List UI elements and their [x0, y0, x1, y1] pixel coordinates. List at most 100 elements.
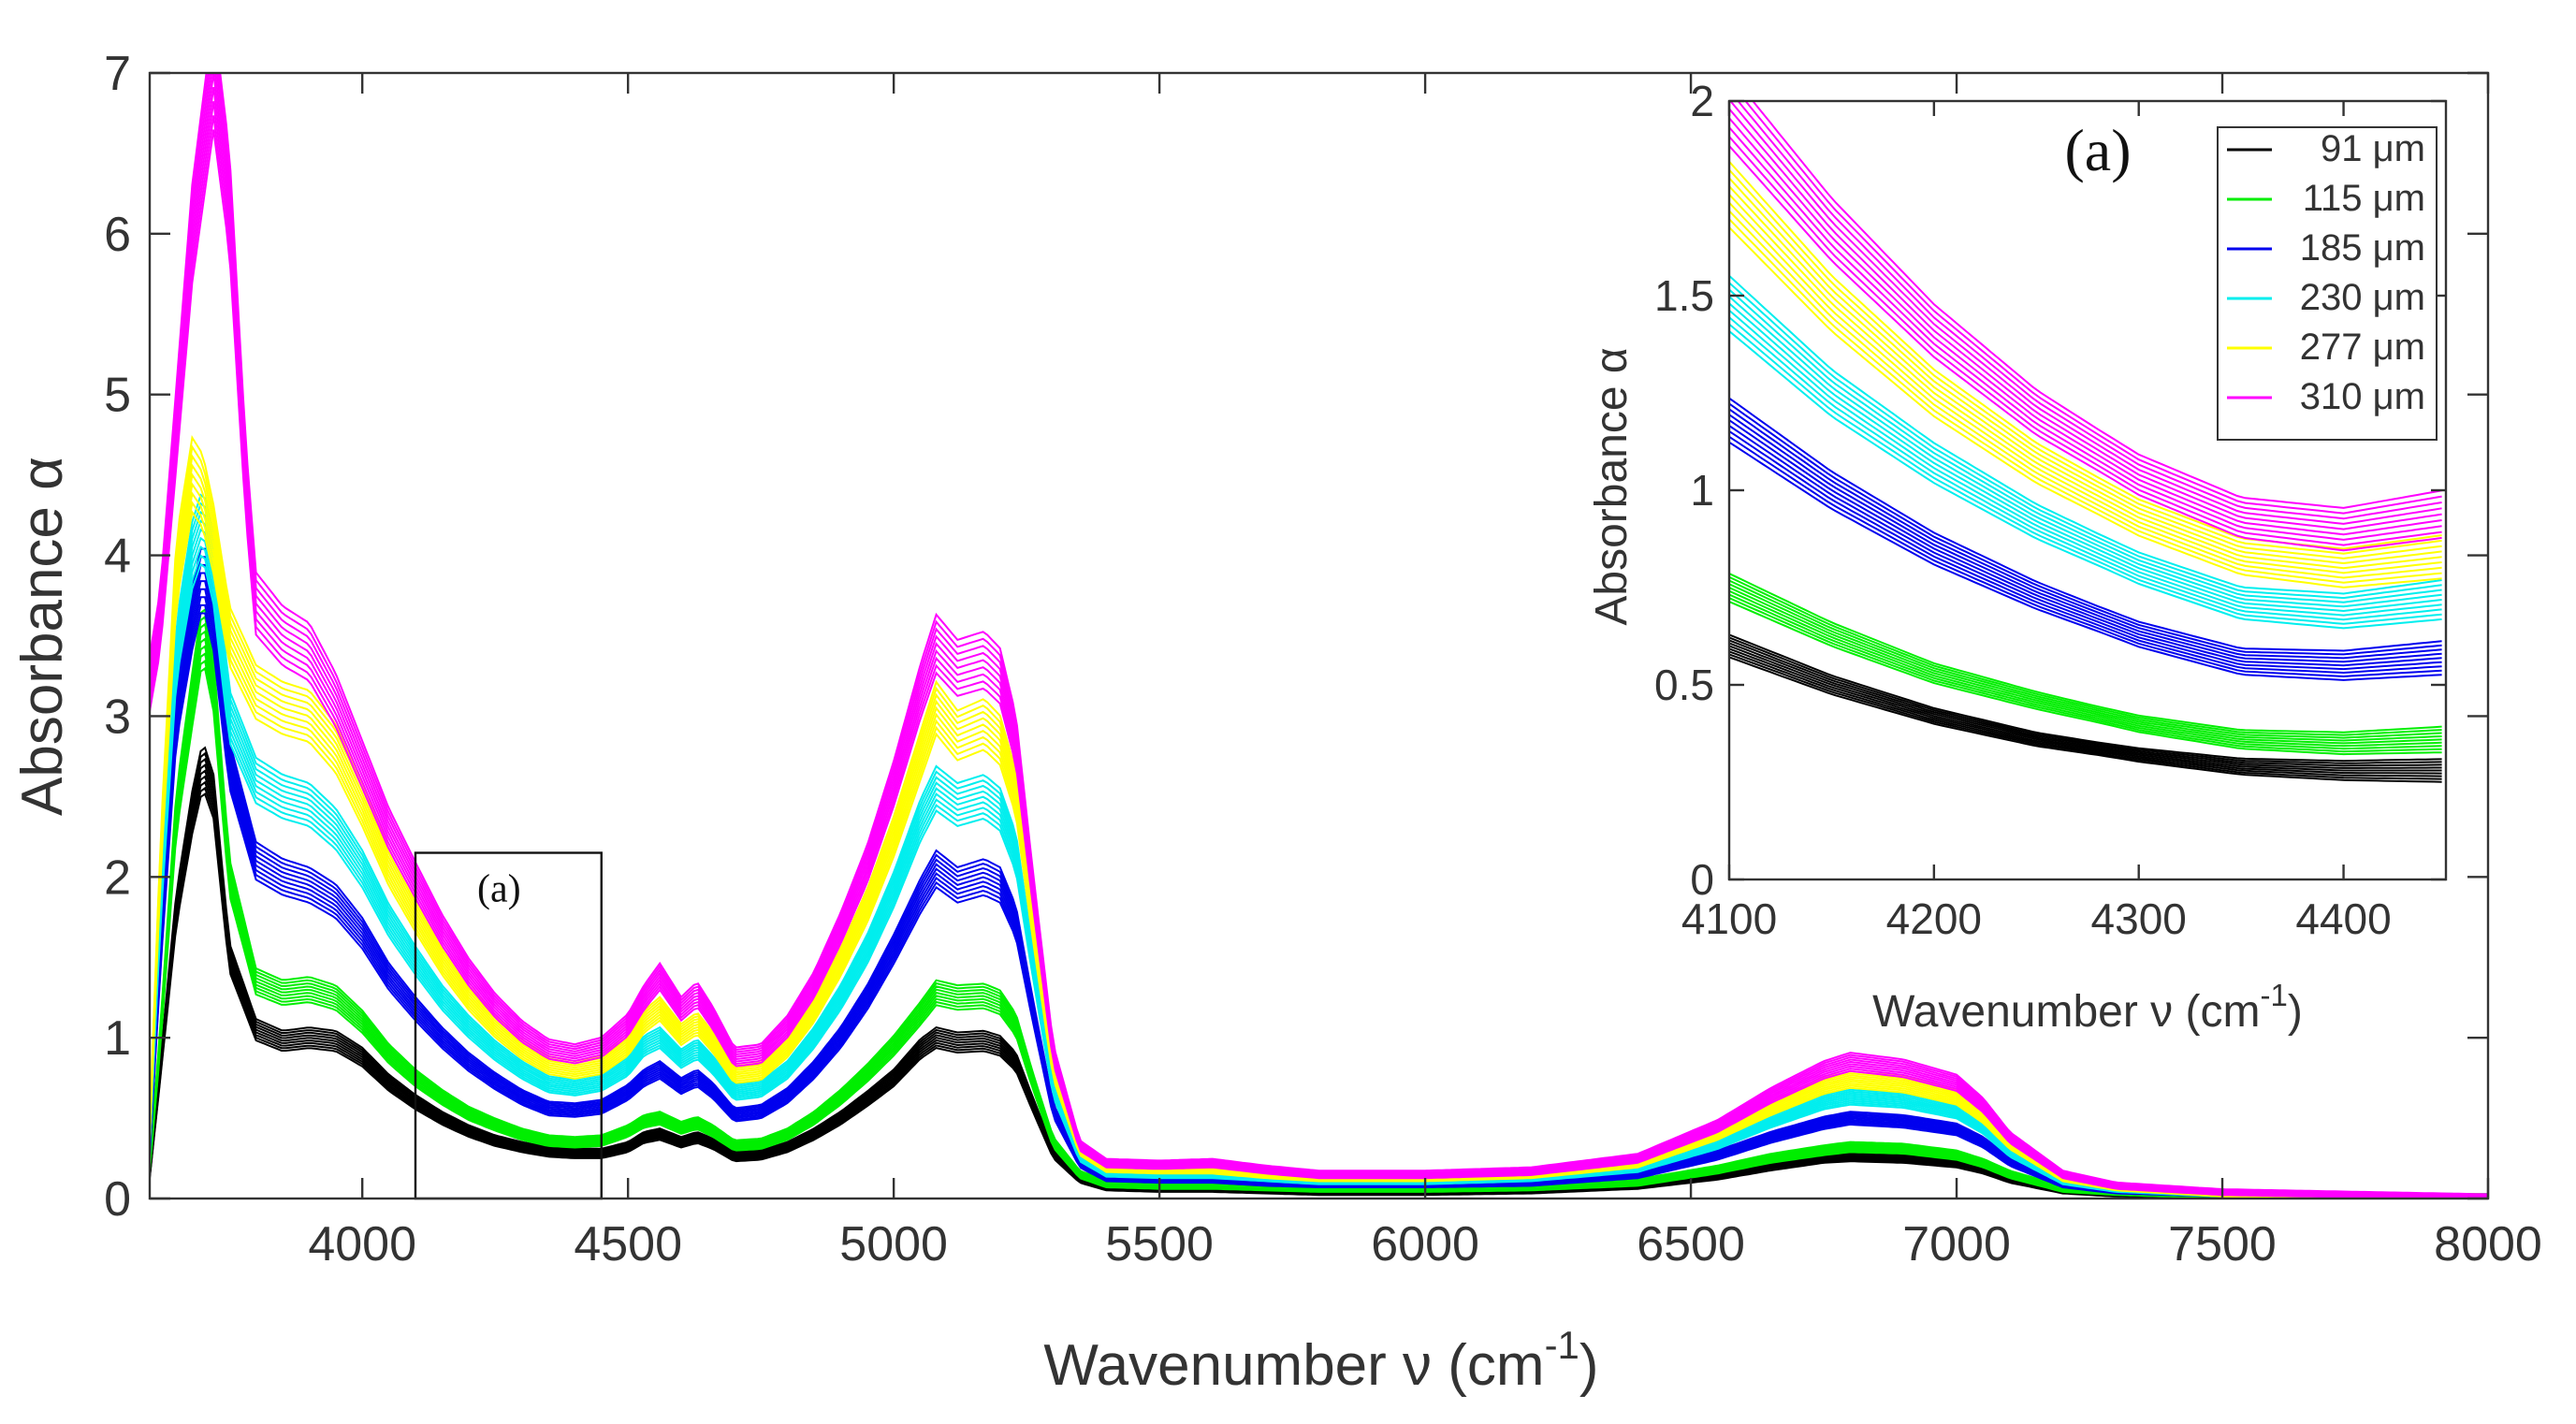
main-y-axis-label: Absorbance α — [10, 457, 75, 816]
legend-entry: 310 μm — [2227, 376, 2425, 417]
legend-entry: 185 μm — [2227, 227, 2425, 269]
inset-series-line — [1729, 414, 2442, 663]
inset-series-line — [1729, 117, 2442, 536]
y-tick-label: 3 — [104, 690, 131, 744]
inset-chart: 4100 4200 4300 4400 0 0.5 1 1.5 2 (a) Wavenumbe… — [1587, 77, 2448, 1037]
inset-series-115-m — [1729, 573, 2442, 756]
inset-x-tick-label: 4200 — [1886, 894, 1982, 943]
legend: 91 μm 115 μm 185 μm 230 μm 277 μm 310 μm — [2217, 126, 2438, 441]
inset-series-line — [1729, 597, 2442, 753]
inset-series-line — [1729, 601, 2442, 756]
zoom-region-label: (a) — [477, 868, 521, 911]
inset-series-line — [1729, 201, 2442, 574]
inset-series-line — [1729, 296, 2442, 608]
inset-series-line — [1729, 419, 2442, 667]
inset-series-line — [1729, 218, 2442, 584]
inset-x-axis-label: Wavenumber ν (cm-1) — [1872, 978, 2303, 1037]
inset-series-line — [1729, 441, 2442, 681]
inset-x-ticks: 4100 4200 4300 4400 — [1681, 101, 2392, 943]
inset-y-tick-label: 1 — [1690, 466, 1714, 515]
x-tick-label: 4500 — [574, 1217, 682, 1271]
inset-series-line — [1729, 425, 2442, 671]
main-x-ticks: 4000 4500 5000 5500 6000 6500 7000 7500 8000 — [308, 73, 2542, 1271]
x-tick-label: 6000 — [1371, 1217, 1479, 1271]
inset-y-tick-label: 2 — [1690, 77, 1714, 125]
inset-series-line — [1729, 275, 2442, 595]
inset-series-line — [1729, 589, 2442, 748]
inset-y-ticks: 0 0.5 1 1.5 2 — [1654, 77, 2446, 904]
inset-series-line — [1729, 575, 2442, 736]
inset-series-line — [1729, 210, 2442, 579]
legend-label: 91 μm — [2321, 128, 2425, 169]
inset-series-line — [1729, 573, 2442, 734]
y-tick-label: 7 — [104, 47, 131, 101]
inset-series-line — [1729, 583, 2442, 742]
x-tick-label: 5000 — [839, 1217, 948, 1271]
inset-y-tick-label: 0 — [1690, 855, 1714, 904]
inset-series-line — [1729, 108, 2442, 530]
y-tick-label: 6 — [104, 208, 131, 262]
x-tick-label: 6500 — [1637, 1217, 1745, 1271]
inset-series-line — [1729, 145, 2442, 552]
inset-series-group — [1729, 101, 2442, 783]
main-axes-box — [148, 71, 2490, 1200]
inset-series-line — [1729, 177, 2442, 559]
inset-y-tick-label: 1.5 — [1654, 271, 1714, 320]
x-tick-label: 4000 — [308, 1217, 416, 1271]
inset-series-line — [1729, 101, 2442, 525]
inset-series-line — [1729, 587, 2442, 745]
inset-series-line — [1729, 161, 2442, 550]
inset-series-line — [1729, 397, 2442, 652]
main-series-group — [150, 73, 2488, 1199]
legend-entry: 230 μm — [2227, 277, 2425, 318]
inset-series-line — [1729, 330, 2442, 630]
inset-series-line — [1729, 593, 2442, 750]
main-y-ticks: 0 1 2 3 4 5 6 7 — [104, 47, 2488, 1227]
inset-series-line — [1729, 316, 2442, 621]
inset-y-axis-label: Absorbance α — [1587, 347, 1637, 625]
inset-panel-label: (a) — [2064, 117, 2131, 183]
inset-x-tick-label: 4300 — [2091, 894, 2187, 943]
series-line — [150, 73, 2488, 1196]
legend-entry: 277 μm — [2227, 327, 2425, 368]
inset-series-line — [1752, 101, 2442, 509]
inset-series-line — [1729, 639, 2442, 767]
inset-series-310-m — [1729, 101, 2442, 552]
inset-series-line — [1729, 194, 2442, 570]
inset-series-line — [1729, 647, 2442, 775]
x-tick-label: 5500 — [1105, 1217, 1214, 1271]
inset-series-91-m — [1729, 633, 2442, 783]
inset-series-line — [1729, 288, 2442, 603]
main-x-axis-label: Wavenumber ν (cm-1) — [1043, 1323, 1598, 1398]
inset-series-line — [1729, 579, 2442, 739]
inset-series-line — [1729, 226, 2442, 588]
legend-label: 277 μm — [2300, 327, 2425, 368]
legend-label: 230 μm — [2300, 277, 2425, 318]
inset-series-line — [1729, 185, 2442, 565]
y-tick-label: 2 — [104, 850, 131, 905]
inset-series-line — [1729, 642, 2442, 769]
inset-series-line — [1729, 650, 2442, 777]
inset-y-tick-label: 0.5 — [1654, 661, 1714, 709]
inset-series-230-m — [1729, 275, 2442, 630]
inset-series-line — [1729, 653, 2442, 780]
inset-series-line — [1737, 101, 2442, 520]
inset-series-line — [1729, 430, 2442, 675]
x-tick-label: 7000 — [1902, 1217, 2011, 1271]
inset-series-277-m — [1729, 161, 2442, 588]
y-tick-label: 0 — [104, 1172, 131, 1227]
inset-series-line — [1729, 435, 2442, 678]
inset-series-185-m — [1729, 397, 2442, 681]
inset-series-line — [1729, 168, 2442, 555]
inset-series-line — [1729, 309, 2442, 617]
inset-series-line — [1729, 408, 2442, 660]
inset-series-line — [1729, 282, 2442, 600]
legend-label: 310 μm — [2300, 376, 2425, 417]
inset-series-line — [1729, 302, 2442, 613]
y-tick-label: 1 — [104, 1011, 131, 1066]
inset-x-tick-label: 4100 — [1681, 894, 1777, 943]
legend-label: 115 μm — [2303, 178, 2425, 219]
inset-series-line — [1729, 402, 2442, 656]
